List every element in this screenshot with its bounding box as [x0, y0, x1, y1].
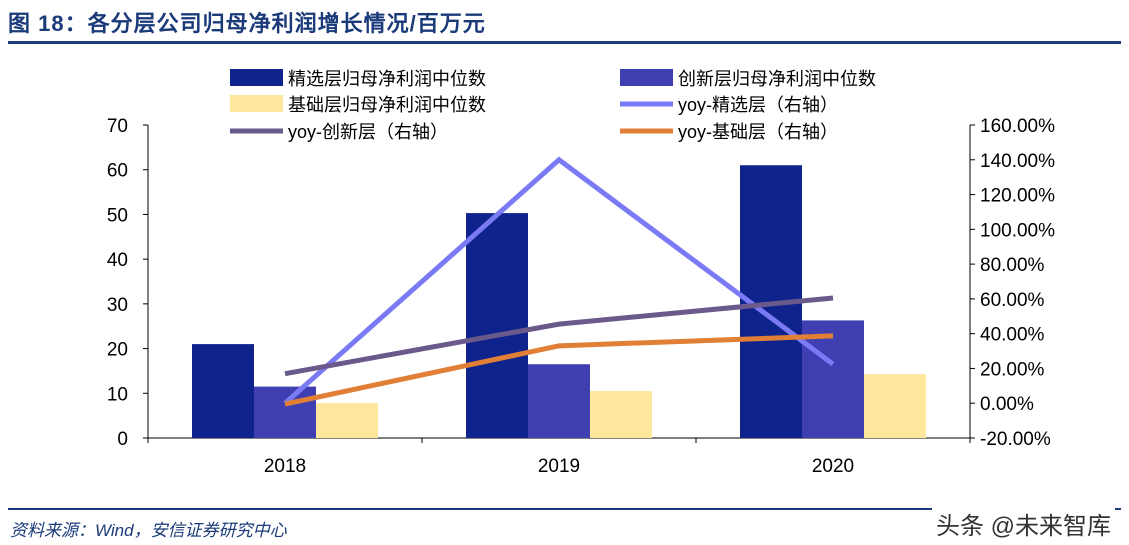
right-tick-label: 140.00%	[980, 151, 1055, 172]
line-series-3	[284, 333, 834, 407]
legend-label: 创新层归母净利润中位数	[678, 69, 876, 89]
bar-2-2019	[528, 364, 590, 438]
legend-label: 精选层归母净利润中位数	[288, 69, 486, 89]
bar-3-2018	[316, 403, 378, 438]
right-tick-label: 120.00%	[980, 186, 1055, 207]
x-tick-label: 2018	[264, 456, 306, 477]
source-note: 资料来源：Wind，安信证券研究中心	[10, 521, 287, 540]
right-tick-label: 60.00%	[980, 290, 1045, 311]
right-tick-label: 20.00%	[980, 359, 1045, 380]
watermark: 头条 @未来智库	[931, 506, 1115, 541]
figure-title: 图 18：各分层公司归母净利润增长情况/百万元	[8, 11, 486, 36]
left-tick-label: 70	[107, 116, 128, 137]
footer-rule	[8, 508, 1121, 510]
left-tick-label: 40	[107, 250, 128, 271]
bar-3-2019	[590, 391, 652, 438]
bar-1-2019	[466, 213, 528, 438]
left-tick-label: 20	[107, 340, 128, 361]
right-tick-label: 0.00%	[980, 394, 1034, 415]
bar-1-2018	[192, 344, 254, 438]
left-tick-label: 60	[107, 161, 128, 182]
x-tick-label: 2020	[812, 456, 854, 477]
title-rule	[8, 41, 1121, 44]
bar-2-2018	[254, 386, 316, 438]
right-tick-label: 40.00%	[980, 325, 1045, 346]
right-tick-label: 80.00%	[980, 255, 1045, 276]
left-tick-label: 0	[117, 429, 128, 450]
left-tick-label: 10	[107, 384, 128, 405]
line-series-1	[283, 156, 835, 406]
legend-swatch	[230, 95, 283, 112]
bar-3-2020	[864, 374, 926, 438]
legend-label: yoy-基础层（右轴）	[678, 122, 838, 142]
right-tick-label: -20.00%	[980, 429, 1051, 450]
line-series-2	[284, 295, 834, 377]
legend-label: yoy-精选层（右轴）	[678, 95, 838, 115]
legend-label: yoy-创新层（右轴）	[288, 122, 448, 142]
left-tick-label: 30	[107, 295, 128, 316]
legend-label: 基础层归母净利润中位数	[288, 95, 486, 115]
legend-swatch	[620, 69, 673, 86]
left-tick-label: 50	[107, 205, 128, 226]
legend-swatch	[230, 69, 283, 86]
bar-2-2020	[802, 320, 864, 438]
x-tick-label: 2019	[538, 456, 580, 477]
right-tick-label: 160.00%	[980, 116, 1055, 137]
right-tick-label: 100.00%	[980, 220, 1055, 241]
